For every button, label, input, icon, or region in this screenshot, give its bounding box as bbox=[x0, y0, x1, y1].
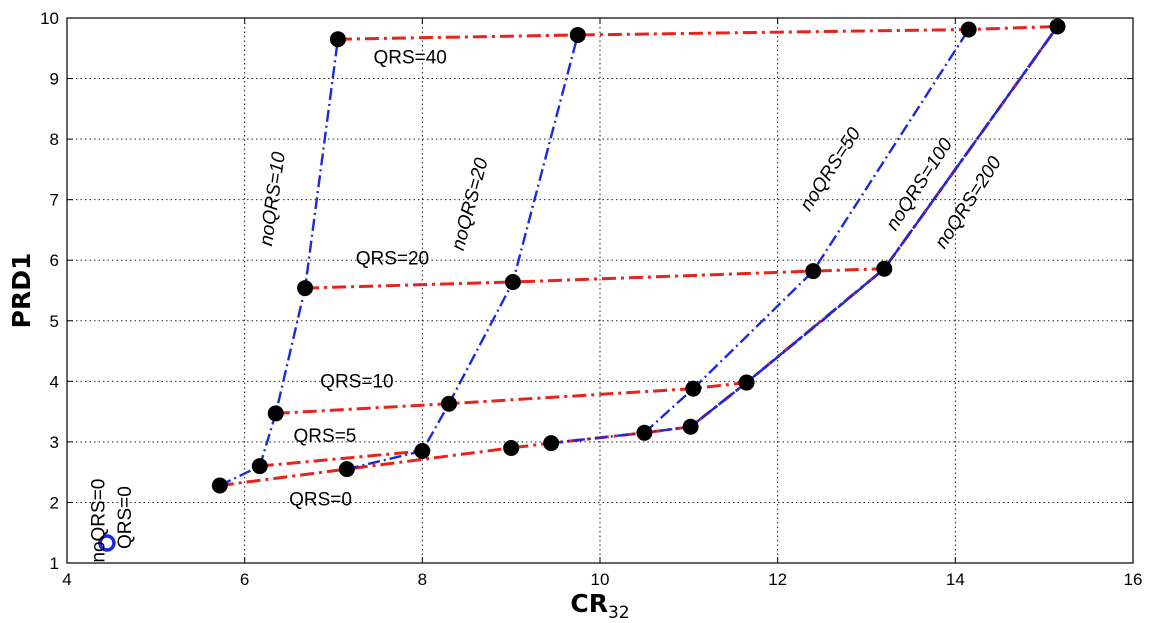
annotation-label: QRS=0 bbox=[115, 486, 136, 549]
y-tick-label: 5 bbox=[50, 312, 59, 331]
data-point-marker bbox=[543, 435, 560, 452]
annotation-label: QRS=10 bbox=[320, 371, 393, 392]
data-point-marker bbox=[876, 260, 893, 277]
x-axis-label-main: CR bbox=[570, 589, 608, 618]
y-tick-label: 3 bbox=[50, 433, 59, 452]
y-tick-label: 10 bbox=[40, 9, 59, 28]
data-point-marker bbox=[960, 21, 977, 38]
data-point-marker bbox=[504, 274, 521, 291]
series-qrs-0-line bbox=[219, 25, 1059, 487]
series-qrs-10-line bbox=[275, 381, 747, 415]
data-point-marker bbox=[267, 405, 284, 422]
annotation-label: QRS=5 bbox=[294, 426, 357, 447]
annotation-label: QRS=20 bbox=[356, 248, 429, 269]
x-tick-label: 6 bbox=[240, 570, 249, 589]
data-point-marker bbox=[211, 477, 228, 494]
data-point-marker bbox=[329, 31, 346, 48]
series-lines bbox=[219, 25, 1059, 487]
annotation-label: noQRS=0 bbox=[88, 479, 109, 563]
y-tick-label: 8 bbox=[50, 130, 59, 149]
x-tick-label: 14 bbox=[946, 570, 965, 589]
data-point-marker bbox=[569, 26, 586, 43]
data-point-marker bbox=[297, 280, 314, 297]
baseline-point-marker bbox=[98, 534, 116, 552]
x-tick-label: 12 bbox=[768, 570, 787, 589]
x-tick-label: 8 bbox=[418, 570, 427, 589]
data-point-marker bbox=[414, 442, 431, 459]
series-qrs-40-line bbox=[337, 25, 1058, 41]
y-axis-label: PRD1 bbox=[7, 253, 36, 329]
data-point-marker bbox=[338, 461, 355, 478]
data-point-marker bbox=[738, 374, 755, 391]
series-qrs-5-line bbox=[259, 449, 423, 468]
x-tick-label: 16 bbox=[1124, 570, 1143, 589]
annotation-label: noQRS=50 bbox=[796, 124, 865, 215]
series-noqrs-20-line bbox=[346, 34, 579, 471]
data-point-marker bbox=[251, 458, 268, 475]
y-tick-label: 1 bbox=[50, 554, 59, 573]
annotation-label: noQRS=10 bbox=[256, 150, 290, 247]
y-tick-label: 6 bbox=[50, 251, 59, 270]
y-tick-label: 9 bbox=[50, 70, 59, 89]
x-tick-label: 10 bbox=[591, 570, 610, 589]
x-tick-label: 4 bbox=[62, 570, 71, 589]
annotation-label: QRS=40 bbox=[373, 47, 446, 68]
x-axis-label: CR32 bbox=[570, 589, 629, 623]
annotation-label: QRS=0 bbox=[289, 489, 352, 510]
series-noqrs-200-line bbox=[550, 25, 1059, 445]
data-point-marker bbox=[685, 380, 702, 397]
y-tick-label: 7 bbox=[50, 191, 59, 210]
x-axis-label-subscript: 32 bbox=[608, 603, 630, 623]
series-noqrs-50-line bbox=[643, 28, 970, 434]
data-point-marker bbox=[503, 439, 520, 456]
data-point-marker bbox=[1049, 18, 1066, 35]
y-tick-label: 4 bbox=[50, 372, 59, 391]
series-qrs-20-line bbox=[305, 267, 885, 290]
annotation-label: noQRS=20 bbox=[448, 156, 493, 253]
series-noqrs-100-line bbox=[689, 25, 1059, 428]
data-markers bbox=[98, 18, 1066, 552]
data-point-marker bbox=[682, 418, 699, 435]
y-tick-label: 2 bbox=[50, 493, 59, 512]
grid-lines bbox=[66, 17, 1134, 564]
data-point-marker bbox=[636, 424, 653, 441]
data-point-marker bbox=[440, 395, 457, 412]
plot-frame bbox=[66, 17, 1134, 564]
data-point-marker bbox=[805, 263, 822, 280]
